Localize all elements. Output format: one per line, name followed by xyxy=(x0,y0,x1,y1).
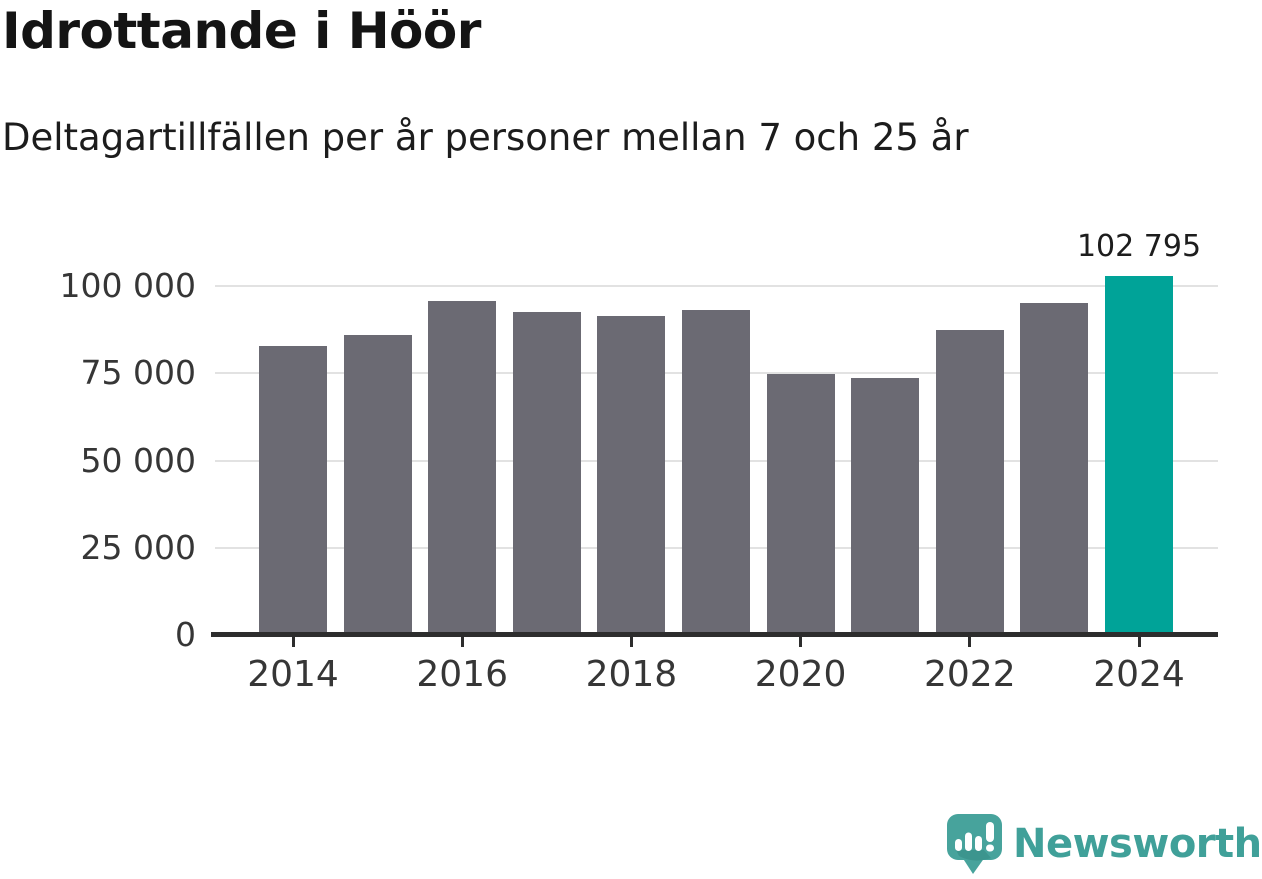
bar-2014 xyxy=(259,346,327,635)
y-axis-label: 75 000 xyxy=(80,353,196,393)
bar-2024-highlighted xyxy=(1105,276,1173,635)
logo-bar-2 xyxy=(965,832,972,851)
bar-2015 xyxy=(343,335,412,635)
y-axis-label: 100 000 xyxy=(59,266,196,305)
bar-2016 xyxy=(428,301,497,635)
bar-2023 xyxy=(1020,302,1089,635)
x-axis-tick xyxy=(968,636,972,647)
bar-2017 xyxy=(512,312,581,635)
brand-footer: Newsworthy xyxy=(946,813,1262,875)
x-axis-label: 2014 xyxy=(247,654,339,695)
x-axis-label: 2020 xyxy=(754,654,847,695)
bar-2021 xyxy=(851,378,920,635)
x-axis-tick xyxy=(460,636,464,647)
chart-title: Idrottande i Höör xyxy=(2,2,481,60)
x-axis-label: 2022 xyxy=(923,654,1016,695)
x-axis-tick xyxy=(291,636,295,647)
y-axis-label: 50 000 xyxy=(80,440,196,480)
bar-2019 xyxy=(682,310,750,635)
logo-bar-3 xyxy=(975,836,982,851)
logo-exclamation-bar xyxy=(986,822,994,842)
bar-2018 xyxy=(597,315,666,635)
chart-subtitle: Deltagartillfällen per år personer mella… xyxy=(2,116,969,159)
x-axis-label: 2024 xyxy=(1093,654,1185,695)
gridline-100000 xyxy=(215,285,1218,287)
bar-2022 xyxy=(935,329,1004,635)
y-axis-label: 0 xyxy=(175,615,196,654)
x-axis-tick xyxy=(629,636,633,647)
plot-area: 0 25 000 50 000 75 000 100 000 102 795 2014 201… xyxy=(60,229,1218,695)
x-axis-label: 2016 xyxy=(416,654,508,695)
x-axis-tick xyxy=(1137,636,1141,647)
logo-exclamation-dot xyxy=(986,844,994,852)
logo-bar-1 xyxy=(955,839,962,851)
bar-2020 xyxy=(766,373,835,635)
logo-bubble-tail xyxy=(962,857,985,874)
y-axis-label: 25 000 xyxy=(80,527,196,567)
newsworthy-speech-bubble-chart-icon xyxy=(947,814,1002,874)
logo-bar-shadow xyxy=(956,850,991,861)
x-axis-label: 2018 xyxy=(585,654,678,695)
x-axis-line xyxy=(211,632,1218,637)
brand-name: Newsworthy xyxy=(1013,821,1262,867)
x-axis-tick xyxy=(799,636,803,647)
bar-value-label: 102 795 xyxy=(1076,229,1202,265)
